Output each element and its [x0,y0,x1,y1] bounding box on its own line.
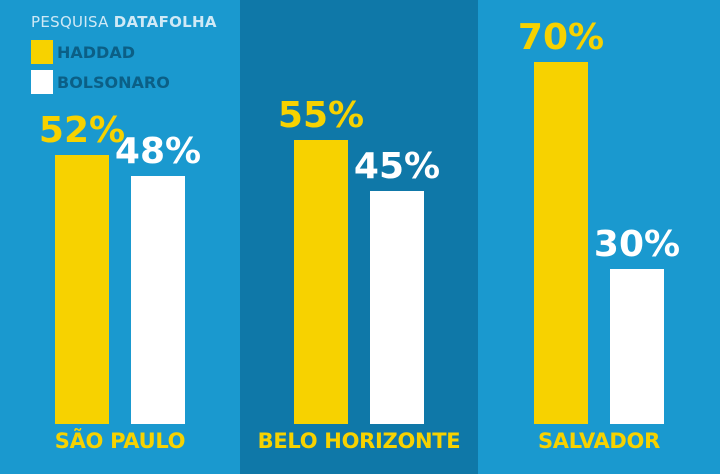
value-label-haddad-sao-paulo: 52% [38,110,126,152]
bar-bolsonaro-sao-paulo [131,175,185,424]
legend-swatch-haddad [31,40,53,64]
panel-salvador [478,0,720,474]
bar-haddad-salvador [534,62,588,424]
value-label-haddad-belo-horizonte: 55% [277,94,365,136]
category-label-salvador: SALVADOR [537,429,660,453]
bar-haddad-sao-paulo [55,155,109,424]
legend-title-source: DATAFOLHA [113,13,217,31]
value-label-haddad-salvador: 70% [517,17,605,58]
legend-title: PESQUISA DATAFOLHA [31,13,217,31]
value-label-bolsonaro-sao-paulo: 48% [114,130,202,172]
panel-belo-horizonte [240,0,478,474]
bar-bolsonaro-salvador [610,268,664,424]
legend-title-prefix: PESQUISA [31,13,109,31]
value-label-bolsonaro-belo-horizonte: 45% [353,146,441,188]
legend-label-bolsonaro: BOLSONARO [57,73,170,92]
category-label-belo-horizonte: BELO HORIZONTE [257,429,461,453]
bar-haddad-belo-horizonte [294,139,348,424]
legend-swatch-bolsonaro [31,70,53,94]
category-label-sao-paulo: SÃO PAULO [54,429,186,453]
value-label-bolsonaro-salvador: 30% [593,223,681,265]
legend-label-haddad: HADDAD [57,43,135,62]
bar-bolsonaro-belo-horizonte [370,191,424,424]
